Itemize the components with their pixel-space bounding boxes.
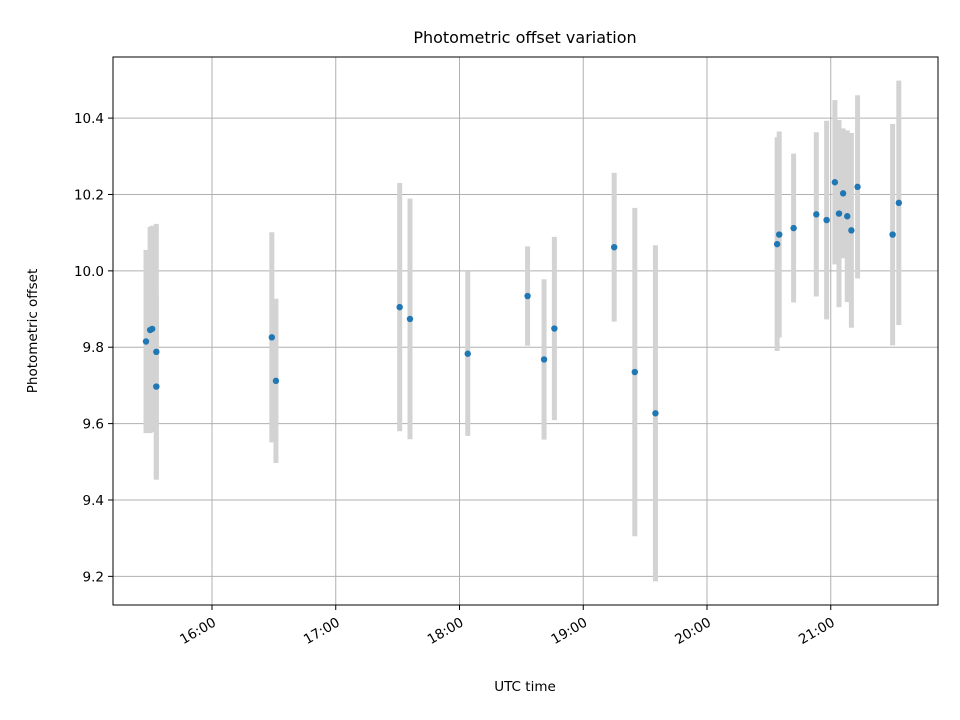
data-point xyxy=(773,240,781,248)
data-point xyxy=(790,224,797,232)
data-point xyxy=(835,210,843,217)
y-axis-label: Photometric offset xyxy=(25,269,41,393)
y-tick-label: 9.8 xyxy=(83,340,104,356)
data-point xyxy=(153,348,160,356)
data-point xyxy=(844,213,851,220)
data-point xyxy=(540,356,548,363)
data-point xyxy=(524,292,531,300)
y-tick-label: 9.2 xyxy=(83,569,104,585)
data-point xyxy=(268,334,276,341)
chart-title: Photometric offset variation xyxy=(413,28,636,47)
data-point xyxy=(153,383,160,390)
y-axis: 9.2 9.4 9.6 9.8 10.0 10.2 10.4 xyxy=(74,111,113,585)
data-point xyxy=(889,231,896,238)
data-point xyxy=(551,325,558,332)
y-tick-label: 10.4 xyxy=(74,111,104,127)
y-tick-label: 10.2 xyxy=(74,187,104,203)
data-point xyxy=(610,243,618,251)
data-point xyxy=(831,179,839,186)
y-tick-label: 10.0 xyxy=(74,264,104,280)
y-tick-label: 9.4 xyxy=(83,493,104,509)
plot-frame xyxy=(112,56,939,606)
data-point xyxy=(652,410,659,417)
data-point xyxy=(839,190,847,197)
data-point xyxy=(848,227,855,234)
data-point xyxy=(854,183,861,191)
data-point xyxy=(272,377,280,385)
data-point xyxy=(823,216,830,224)
data-point xyxy=(396,303,403,311)
data-point xyxy=(631,368,639,376)
data-point xyxy=(895,199,903,207)
data-point xyxy=(148,325,156,333)
y-tick-label: 9.6 xyxy=(83,417,104,433)
data-point xyxy=(813,211,820,218)
data-point xyxy=(464,350,471,357)
data-point xyxy=(775,231,783,238)
data-point xyxy=(406,315,414,323)
data-points xyxy=(142,179,903,417)
data-point xyxy=(142,338,150,345)
x-axis-label: UTC time xyxy=(494,679,556,695)
